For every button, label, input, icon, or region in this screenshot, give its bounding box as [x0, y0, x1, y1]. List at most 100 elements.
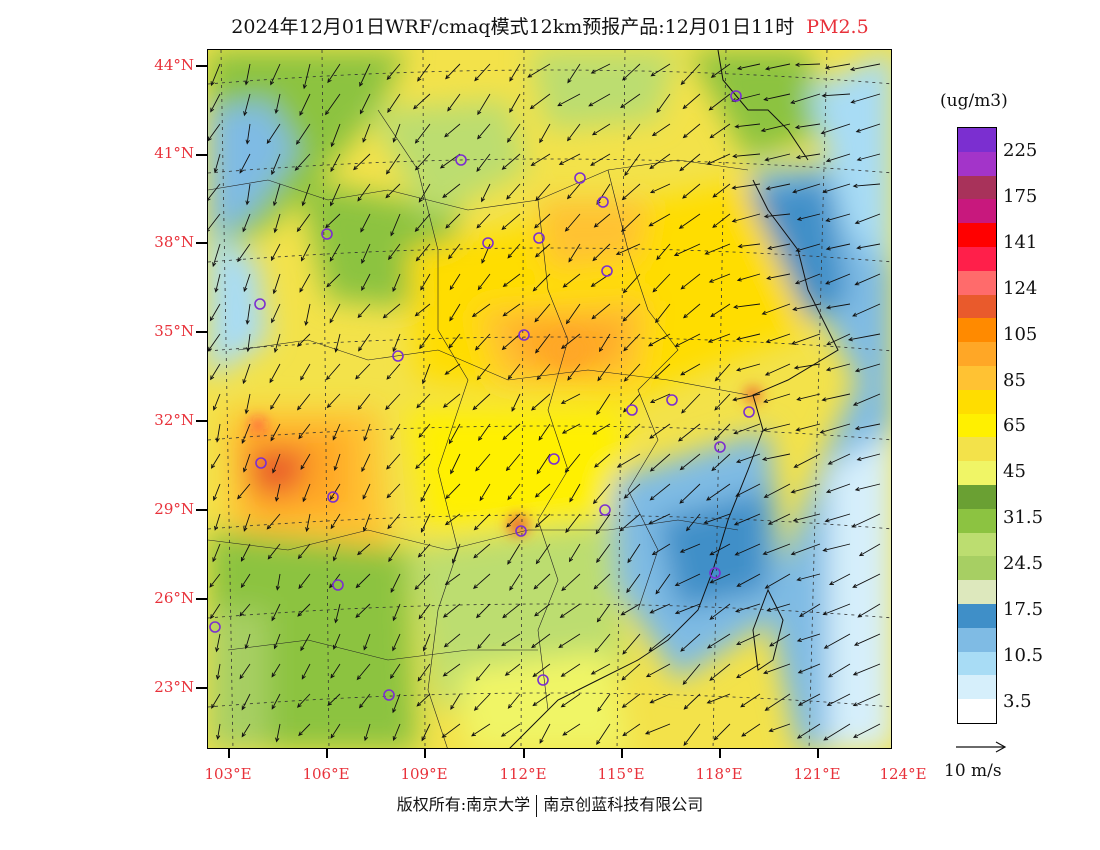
- wind-arrow: [212, 243, 221, 268]
- wind-arrow: [590, 63, 611, 74]
- wind-arrow: [765, 63, 791, 71]
- wind-arrow: [849, 63, 881, 72]
- wind-arrow: [652, 273, 671, 293]
- wind-arrow: [415, 243, 431, 262]
- wind-arrow: [825, 273, 851, 285]
- wind-arrow: [558, 633, 581, 648]
- wind-arrow: [296, 213, 311, 233]
- wind-arrow: [382, 303, 401, 319]
- wind-arrow: [450, 453, 461, 475]
- wind-arrow: [473, 513, 491, 531]
- wind-arrow: [706, 153, 731, 165]
- wind-arrow: [416, 393, 431, 409]
- wind-arrow: [560, 333, 581, 350]
- wind-arrow: [852, 303, 881, 317]
- wind-arrow: [627, 123, 641, 141]
- wind-arrow: [591, 123, 611, 136]
- wind-arrow: [854, 273, 881, 286]
- wind-arrow: [511, 393, 521, 412]
- wind-arrow: [764, 363, 791, 376]
- wind-arrow: [215, 633, 221, 653]
- wind-arrow: [567, 363, 581, 381]
- wind-arrow: [735, 603, 761, 613]
- colorbar-swatch: [958, 389, 996, 414]
- wind-arrow: [386, 63, 401, 81]
- wind-arrow: [679, 453, 701, 471]
- wind-arrow: [329, 483, 341, 501]
- wind-arrow: [761, 453, 791, 462]
- wind-arrow: [621, 693, 641, 708]
- wind-arrow: [713, 723, 731, 741]
- wind-arrow: [707, 333, 731, 343]
- wind-arrow: [421, 723, 431, 742]
- wind-arrow: [359, 93, 371, 115]
- wind-arrow: [210, 453, 221, 469]
- wind-arrow: [414, 213, 431, 232]
- wind-arrow: [476, 213, 491, 229]
- latitude-gridline: [208, 692, 891, 708]
- wind-arrow: [210, 63, 221, 87]
- wind-arrow: [593, 573, 611, 590]
- wind-arrow: [296, 393, 311, 411]
- wind-arrow: [709, 543, 731, 556]
- wind-arrow: [420, 273, 431, 291]
- pm25-concentration-map[interactable]: [207, 49, 892, 749]
- wind-arrow: [825, 303, 851, 310]
- wind-arrow: [597, 363, 611, 382]
- wind-arrow: [272, 183, 281, 207]
- lat-tick: [196, 598, 207, 600]
- wind-arrow: [270, 63, 281, 86]
- wind-arrow: [796, 213, 821, 221]
- wind-arrow: [385, 393, 401, 411]
- lon-label-115: 115°E: [597, 765, 645, 783]
- colorbar-label: 31.5: [1003, 507, 1044, 528]
- wind-arrow: [796, 393, 821, 401]
- wind-arrow: [296, 123, 311, 145]
- wind-arrow: [564, 453, 581, 473]
- wind-arrow: [623, 483, 641, 499]
- longitude-gridline: [616, 50, 626, 748]
- wind-arrow: [501, 153, 521, 170]
- city-marker-icon: [709, 567, 721, 579]
- wind-arrow: [650, 63, 671, 77]
- colorbar-label: 85: [1003, 370, 1026, 391]
- wind-arrow: [619, 513, 641, 532]
- wind-arrow: [763, 213, 791, 219]
- wind-arrow: [531, 633, 551, 649]
- colorbar-swatch: [958, 151, 996, 176]
- wind-arrow: [422, 633, 431, 652]
- wind-arrow: [448, 333, 461, 349]
- city-marker-icon: [601, 265, 613, 277]
- wind-arrow: [651, 543, 671, 556]
- wind-arrow: [562, 723, 581, 736]
- wind-arrow: [852, 573, 881, 588]
- wind-arrow: [300, 363, 311, 381]
- wind-arrow: [444, 573, 461, 586]
- lon-tick: [326, 749, 328, 758]
- wind-arrow: [363, 723, 371, 742]
- wind-arrow: [267, 543, 281, 560]
- wind-arrow: [564, 213, 581, 232]
- wind-arrow: [444, 123, 461, 138]
- wind-arrow: [416, 693, 431, 707]
- wind-arrow: [560, 393, 581, 404]
- wind-arrow: [623, 363, 641, 382]
- wind-arrow: [733, 513, 761, 526]
- wind-arrow: [330, 723, 341, 739]
- wind-arrow: [300, 633, 311, 652]
- wind-arrow: [736, 663, 761, 679]
- wind-arrow: [562, 273, 581, 288]
- wind-arrow: [444, 363, 461, 375]
- wind-arrow: [271, 303, 281, 324]
- colorbar-swatch: [958, 461, 996, 485]
- wind-arrow: [239, 153, 251, 174]
- wind-arrow: [588, 93, 611, 107]
- wind-arrow: [796, 573, 821, 582]
- wind-arrow: [794, 273, 821, 285]
- wind-arrow: [420, 513, 431, 533]
- wind-arrow: [481, 183, 491, 203]
- wind-arrow: [326, 393, 341, 409]
- wind-arrow: [414, 123, 431, 144]
- wind-arrow: [442, 393, 461, 408]
- wind-arrow: [558, 153, 581, 165]
